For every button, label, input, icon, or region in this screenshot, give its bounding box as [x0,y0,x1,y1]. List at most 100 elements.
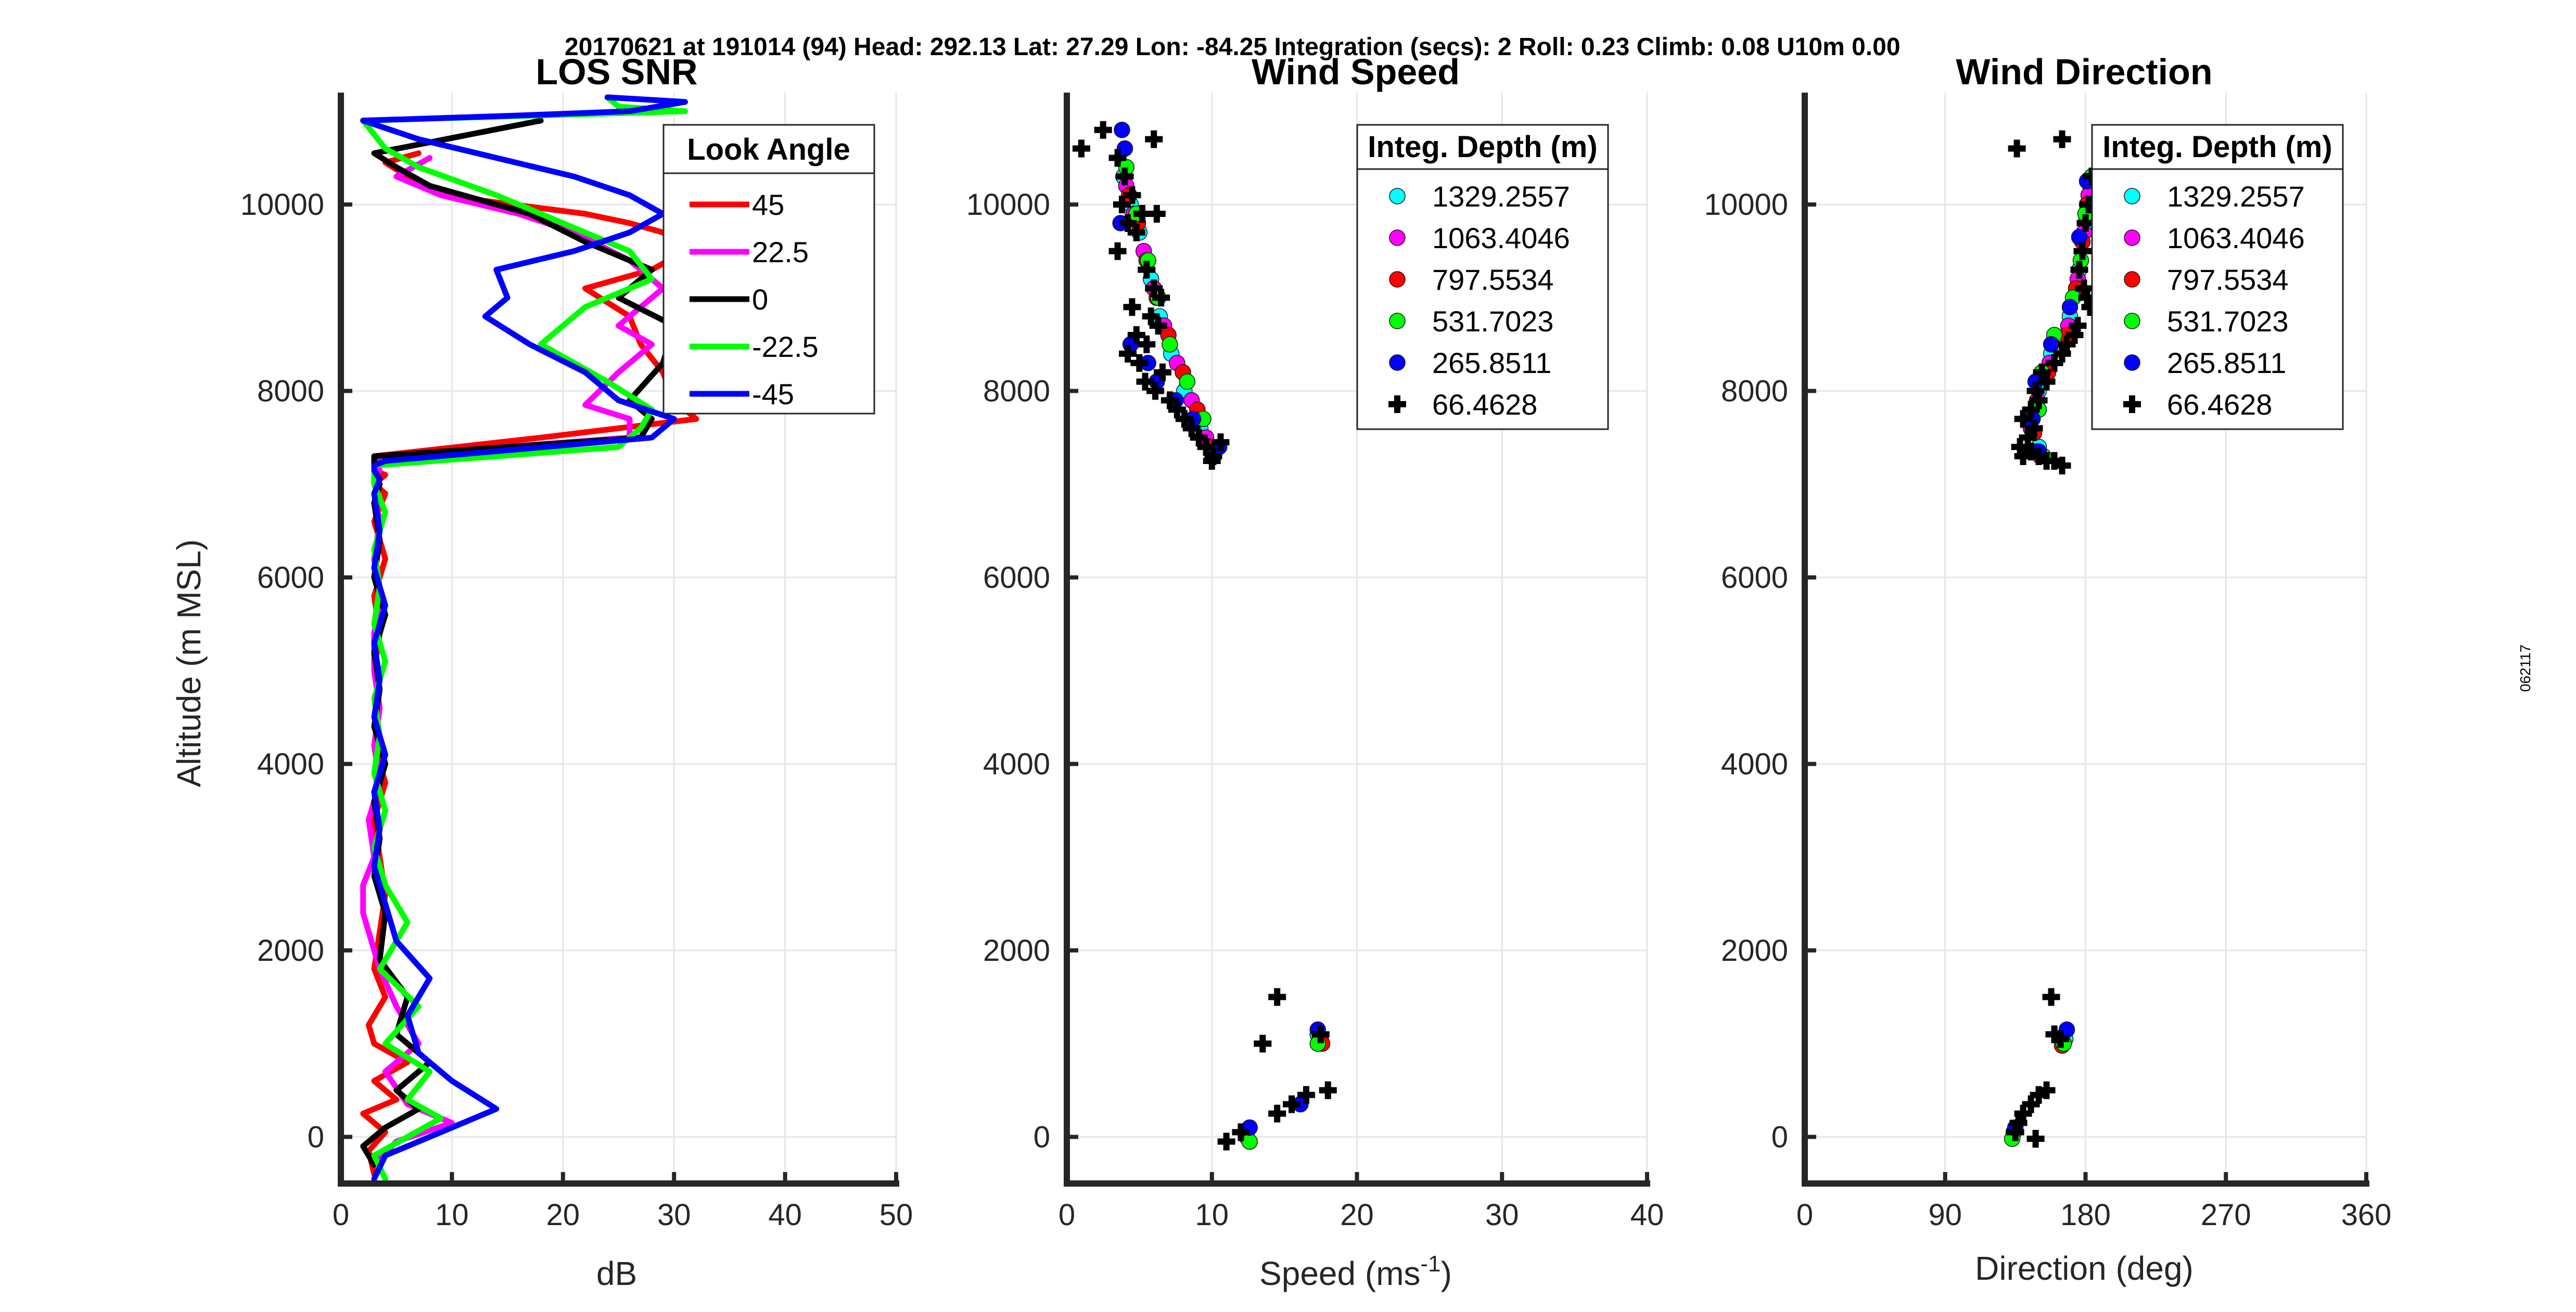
legend-title: Look Angle [687,133,850,166]
data-point-66.4628 [1145,279,1163,298]
xlabel-direction: Direction (deg) [1975,1250,2194,1287]
data-point-66.4628 [1232,1123,1250,1141]
data-point-66.4628 [2008,139,2026,158]
data-point-66.4628 [1136,372,1154,391]
legend-label--45: -45 [752,378,794,410]
data-point-66.4628 [1153,363,1171,381]
panel-wind-direction: 0 90 180 270 360 0 2000 4000 6000 8000 10000 Wind … [1704,52,2392,1287]
data-point-66.4628 [2030,391,2048,409]
data-point-66.4628 [2022,401,2040,419]
legend-label-1329.2557: 1329.2557 [1432,180,1570,213]
axes-los-snr: 0 10 20 30 40 50 0 2000 4000 6000 8000 10000 [240,93,913,1232]
data-point-66.4628 [1161,391,1179,409]
data-point-66.4628 [1145,130,1163,148]
legend-box [662,124,875,415]
legend-marker-531.7023 [1389,313,1406,329]
data-point-66.4628 [2014,1104,2032,1123]
y-tick-label: 6000 [1721,561,1788,595]
data-point-265.8511 [2043,336,2060,353]
legend-marker-265.8511 [1389,354,1406,371]
x-tick-label: 30 [657,1198,691,1232]
y-tick-label: 4000 [1721,747,1788,781]
legend-marker-1063.4046 [2124,229,2140,246]
data-point-66.4628 [2051,1030,2070,1048]
legend-label-1329.2557: 1329.2557 [2167,180,2305,213]
data-point-66.4628 [2045,354,2063,372]
data-point-66.4628 [2025,419,2043,438]
legend-label-45: 45 [752,188,784,221]
axes-wind-speed: 0 10 20 30 40 0 2000 4000 6000 8000 10000 [966,93,1664,1232]
legend-marker-66.4628 [1388,395,1406,413]
data-point-66.4628 [1319,1081,1337,1099]
data-point-66.4628 [2042,988,2060,1006]
legend-label-797.5534: 797.5534 [2167,263,2289,296]
data-point-66.4628 [1108,242,1127,260]
data-point-66.4628 [1268,988,1286,1006]
y-tick-label: 0 [1034,1120,1050,1154]
x-tick-label: 40 [768,1198,802,1232]
data-point-66.4628 [2065,326,2084,344]
data-point-66.4628 [1119,344,1137,363]
data-point-66.4628 [1123,186,1141,204]
y-tick-label: 0 [308,1120,324,1154]
data-point-66.4628 [1142,307,1160,326]
data-point-66.4628 [1127,326,1145,344]
data-point-66.4628 [1197,438,1215,456]
data-point-265.8511 [2061,299,2078,315]
data-point-66.4628 [1203,452,1221,470]
y-tick-label: 4000 [257,747,324,781]
legend-marker-1063.4046 [1389,229,1406,246]
y-tick-label: 2000 [1721,934,1788,968]
legend-entries: 1329.2557 1063.4046 797.5534 531.7023 265.85… [2123,180,2305,421]
legend-label-1063.4046: 1063.4046 [2167,222,2305,254]
legend-marker-797.5534 [1389,271,1406,288]
legend-entries: 45 22.5 0 -22.5 -45 [690,188,819,410]
x-tick-label: 0 [1059,1198,1075,1232]
legend-title: Integ. Depth (m) [2102,130,2332,164]
legend-marker-265.8511 [2124,354,2140,371]
axes-wind-direction: 0 90 180 270 360 0 2000 4000 6000 8000 10000 [1704,93,2391,1232]
data-point-66.4628 [1113,196,1131,214]
legend-marker-797.5534 [2124,271,2140,288]
legend-entries: 1329.2557 1063.4046 797.5534 531.7023 265.85… [1388,180,1570,421]
data-point-66.4628 [2053,344,2071,363]
data-point-66.4628 [2014,410,2032,428]
data-point-66.4628 [1146,382,1165,400]
panel-los-snr: 0 10 20 30 40 50 0 2000 4000 6000 8000 10000 LOS SN… [170,52,913,1292]
xlabel-db: dB [596,1255,637,1292]
y-tick-label: 10000 [966,188,1050,222]
y-tick-label: 8000 [257,375,324,408]
legend-label-0: 0 [752,283,768,316]
legend-look-angle: Look Angle 45 22.5 0 -22.5 -45 [662,124,875,415]
x-tick-label: 20 [1340,1198,1374,1232]
x-tick-label: 0 [1796,1198,1813,1232]
data-point-66.4628 [1123,298,1141,316]
data-point-66.4628 [1119,214,1137,232]
plot-wind-speed: 0 10 20 30 40 0 2000 4000 6000 8000 10000 [966,93,1664,1232]
x-tick-label: 90 [1928,1198,1962,1232]
data-point-66.4628 [1297,1086,1315,1104]
y-tick-label: 10000 [240,188,324,222]
y-tick-label: 0 [1771,1120,1788,1154]
data-point-531.7023 [1162,336,1178,353]
y-tick-label: 4000 [983,747,1050,781]
data-point-66.4628 [2006,1123,2024,1141]
legend-label-1063.4046: 1063.4046 [1432,222,1570,254]
legend-label-66.4628: 66.4628 [1432,388,1537,421]
data-point-66.4628 [2073,242,2092,260]
x-tick-label: 10 [1195,1198,1229,1232]
legend-label--22.5: -22.5 [752,330,819,363]
legend-marker-531.7023 [2124,313,2140,329]
data-point-66.4628 [1138,335,1156,353]
ylabel-altitude: Altitude (m MSL) [170,539,208,788]
x-tick-label: 0 [333,1198,349,1232]
legend-label-265.8511: 265.8511 [2167,346,2286,379]
xlabel-speed: Speed (ms-1) [1259,1251,1452,1292]
data-point-531.7023 [1179,373,1196,390]
data-point-66.4628 [1127,223,1145,241]
legend-marker-66.4628 [2123,395,2141,413]
legend-label-66.4628: 66.4628 [2167,388,2272,421]
y-tick-label: 8000 [1721,375,1788,408]
x-tick-label: 30 [1485,1198,1519,1232]
